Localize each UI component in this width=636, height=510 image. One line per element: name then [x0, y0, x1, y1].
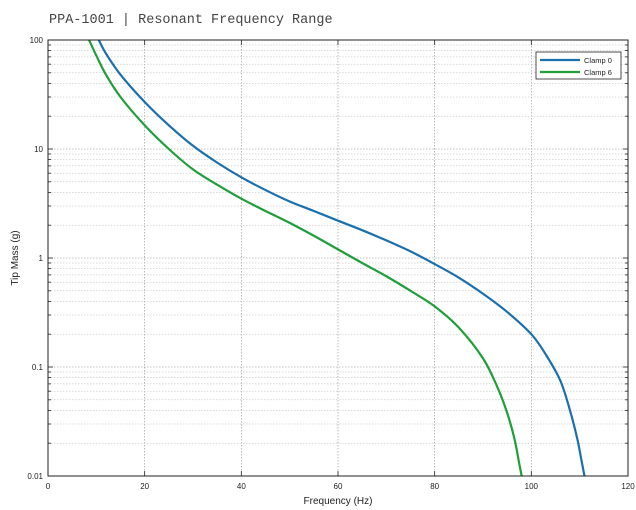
- x-tick-labels: 0 20 40 60 80 100 120: [46, 482, 635, 491]
- x-tick-label: 20: [140, 482, 149, 491]
- x-tick-label: 40: [237, 482, 246, 491]
- series-line-clamp-0: [97, 39, 586, 477]
- axis-ticks: [47, 39, 629, 477]
- x-tick-label: 0: [46, 482, 51, 491]
- y-tick-label: 0.01: [27, 472, 43, 481]
- y-tick-label: 1: [39, 254, 44, 263]
- y-axis-label: Tip Mass (g): [10, 230, 21, 285]
- x-tick-label: 80: [430, 482, 439, 491]
- y-tick-label: 10: [34, 145, 43, 154]
- series-lines: [88, 39, 586, 477]
- grid: [48, 40, 628, 476]
- x-tick-label: 60: [334, 482, 343, 491]
- y-tick-label: 0.1: [32, 363, 44, 372]
- y-tick-label: 100: [30, 36, 44, 45]
- legend-box: [535, 51, 622, 80]
- x-axis-label: Frequency (Hz): [304, 496, 373, 507]
- legend: Clamp 0 Clamp 6: [535, 51, 622, 80]
- legend-label-clamp-0: Clamp 0: [584, 56, 612, 65]
- series-line-clamp-6: [88, 39, 523, 477]
- chart-title: PPA-1001 | Resonant Frequency Range: [49, 13, 333, 28]
- legend-label-clamp-6: Clamp 6: [584, 68, 612, 77]
- y-tick-labels: 0.01 0.1 1 10 100: [27, 36, 43, 481]
- x-tick-label: 120: [621, 482, 635, 491]
- x-tick-label: 100: [525, 482, 539, 491]
